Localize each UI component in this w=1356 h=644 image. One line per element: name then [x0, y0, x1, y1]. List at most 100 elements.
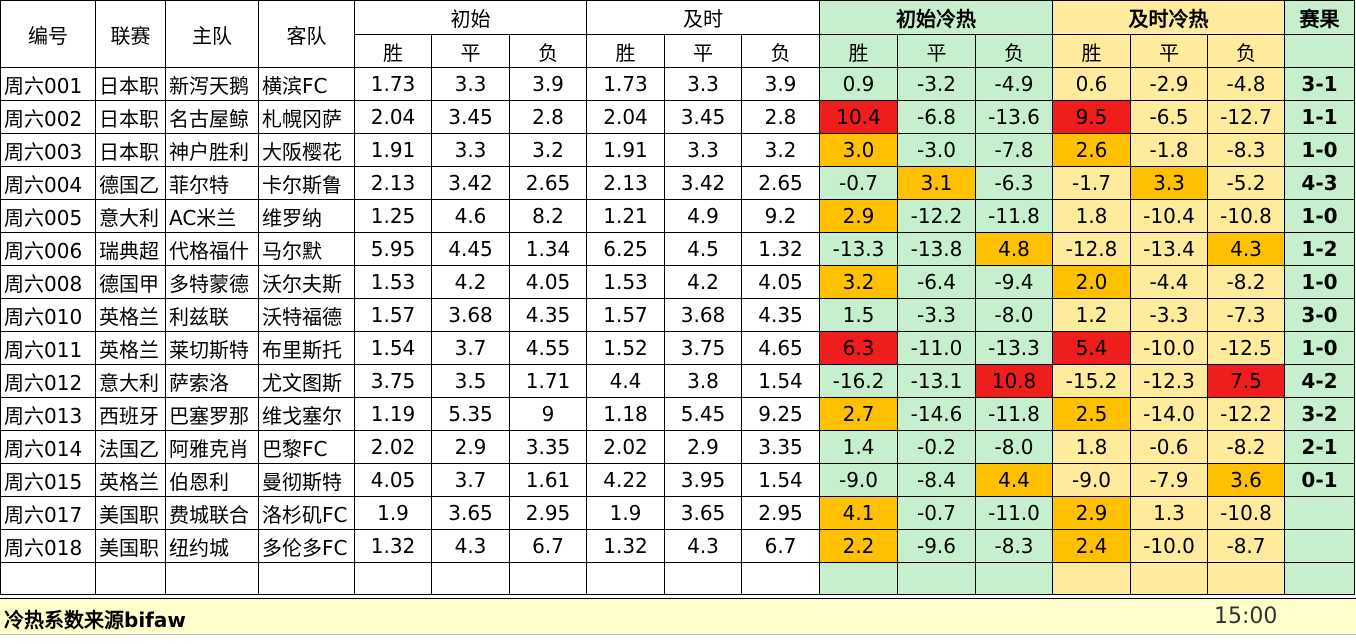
- cell-code[interactable]: 周六018: [0, 529, 96, 563]
- cell-live-odds[interactable]: 9.25: [741, 397, 820, 431]
- cell-initial-odds[interactable]: 3.7: [431, 463, 510, 497]
- empty-cell[interactable]: [165, 562, 259, 595]
- empty-cell[interactable]: [258, 562, 355, 595]
- cell-initial-odds[interactable]: 3.7: [431, 331, 510, 365]
- cell-initial-heat[interactable]: -4.9: [975, 67, 1053, 101]
- cell-initial-heat[interactable]: 3.2: [819, 265, 898, 299]
- cell-live-heat[interactable]: -15.2: [1052, 364, 1131, 398]
- cell-live-odds[interactable]: 4.9: [664, 199, 742, 233]
- cell-initial-heat[interactable]: -3.2: [897, 67, 976, 101]
- cell-live-odds[interactable]: 2.04: [586, 100, 665, 134]
- cell-live-odds[interactable]: 4.3: [664, 529, 742, 563]
- cell-code[interactable]: 周六002: [0, 100, 96, 134]
- cell-live-heat[interactable]: 1.3: [1130, 496, 1208, 530]
- cell-live-odds[interactable]: 3.95: [664, 463, 742, 497]
- cell-initial-odds[interactable]: 3.65: [431, 496, 510, 530]
- cell-home[interactable]: 菲尔特: [165, 166, 259, 200]
- cell-league[interactable]: 英格兰: [95, 331, 166, 365]
- cell-initial-heat[interactable]: -13.8: [897, 232, 976, 266]
- empty-cell[interactable]: [586, 562, 665, 595]
- cell-live-heat[interactable]: -14.0: [1130, 397, 1208, 431]
- cell-home[interactable]: AC米兰: [165, 199, 259, 233]
- cell-code[interactable]: 周六017: [0, 496, 96, 530]
- cell-league[interactable]: 意大利: [95, 199, 166, 233]
- cell-result[interactable]: 3-2: [1284, 397, 1355, 431]
- cell-league[interactable]: 法国乙: [95, 430, 166, 464]
- cell-live-heat[interactable]: -10.4: [1130, 199, 1208, 233]
- cell-initial-heat[interactable]: 3.0: [819, 133, 898, 167]
- cell-live-odds[interactable]: 3.3: [664, 67, 742, 101]
- cell-live-odds[interactable]: 4.65: [741, 331, 820, 365]
- empty-cell[interactable]: [0, 562, 96, 595]
- cell-league[interactable]: 英格兰: [95, 298, 166, 332]
- cell-live-heat[interactable]: -3.3: [1130, 298, 1208, 332]
- cell-initial-heat[interactable]: -8.0: [975, 430, 1053, 464]
- cell-live-odds[interactable]: 5.45: [664, 397, 742, 431]
- cell-initial-heat[interactable]: -3.0: [897, 133, 976, 167]
- cell-league[interactable]: 西班牙: [95, 397, 166, 431]
- cell-result[interactable]: 1-1: [1284, 100, 1355, 134]
- cell-initial-odds[interactable]: 1.91: [354, 133, 432, 167]
- empty-cell[interactable]: [1130, 562, 1208, 595]
- header-initial[interactable]: 初始: [354, 0, 587, 35]
- cell-live-heat[interactable]: -4.4: [1130, 265, 1208, 299]
- cell-live-odds[interactable]: 4.5: [664, 232, 742, 266]
- cell-league[interactable]: 日本职: [95, 100, 166, 134]
- cell-initial-odds[interactable]: 6.7: [509, 529, 587, 563]
- cell-home[interactable]: 费城联合: [165, 496, 259, 530]
- cell-result[interactable]: 0-1: [1284, 463, 1355, 497]
- cell-initial-odds[interactable]: 1.54: [354, 331, 432, 365]
- cell-league[interactable]: 美国职: [95, 496, 166, 530]
- cell-live-odds[interactable]: 4.35: [741, 298, 820, 332]
- cell-live-odds[interactable]: 1.9: [586, 496, 665, 530]
- cell-live-heat[interactable]: 1.8: [1052, 199, 1131, 233]
- cell-live-heat[interactable]: -8.2: [1207, 430, 1285, 464]
- cell-live-heat[interactable]: -1.8: [1130, 133, 1208, 167]
- cell-live-heat[interactable]: 4.3: [1207, 232, 1285, 266]
- cell-home[interactable]: 伯恩利: [165, 463, 259, 497]
- cell-initial-heat[interactable]: 2.9: [819, 199, 898, 233]
- cell-result[interactable]: [1284, 529, 1355, 563]
- cell-initial-heat[interactable]: 1.4: [819, 430, 898, 464]
- cell-away[interactable]: 洛杉矶FC: [258, 496, 355, 530]
- cell-live-odds[interactable]: 4.22: [586, 463, 665, 497]
- cell-initial-heat[interactable]: -8.3: [975, 529, 1053, 563]
- header-iheat-lose[interactable]: 负: [975, 34, 1053, 68]
- cell-live-heat[interactable]: 7.5: [1207, 364, 1285, 398]
- cell-home[interactable]: 多特蒙德: [165, 265, 259, 299]
- cell-league[interactable]: 英格兰: [95, 463, 166, 497]
- cell-code[interactable]: 周六004: [0, 166, 96, 200]
- cell-live-heat[interactable]: -2.9: [1130, 67, 1208, 101]
- cell-league[interactable]: 美国职: [95, 529, 166, 563]
- cell-initial-heat[interactable]: 2.7: [819, 397, 898, 431]
- empty-cell[interactable]: [897, 562, 976, 595]
- cell-code[interactable]: 周六010: [0, 298, 96, 332]
- cell-live-heat[interactable]: 1.2: [1052, 298, 1131, 332]
- cell-league[interactable]: 德国甲: [95, 265, 166, 299]
- header-initial-win[interactable]: 胜: [354, 34, 432, 68]
- cell-away[interactable]: 马尔默: [258, 232, 355, 266]
- cell-live-odds[interactable]: 3.9: [741, 67, 820, 101]
- cell-live-odds[interactable]: 3.42: [664, 166, 742, 200]
- cell-initial-odds[interactable]: 3.2: [509, 133, 587, 167]
- cell-initial-odds[interactable]: 5.95: [354, 232, 432, 266]
- cell-initial-odds[interactable]: 3.68: [431, 298, 510, 332]
- cell-live-odds[interactable]: 2.65: [741, 166, 820, 200]
- header-lheat-win[interactable]: 胜: [1052, 34, 1131, 68]
- header-live-lose[interactable]: 负: [741, 34, 820, 68]
- header-iheat-draw[interactable]: 平: [897, 34, 976, 68]
- empty-cell[interactable]: [1052, 562, 1131, 595]
- empty-cell[interactable]: [354, 562, 432, 595]
- cell-live-heat[interactable]: -13.4: [1130, 232, 1208, 266]
- cell-code[interactable]: 周六001: [0, 67, 96, 101]
- cell-initial-heat[interactable]: -6.8: [897, 100, 976, 134]
- cell-live-odds[interactable]: 3.65: [664, 496, 742, 530]
- cell-league[interactable]: 德国乙: [95, 166, 166, 200]
- cell-live-heat[interactable]: -8.3: [1207, 133, 1285, 167]
- cell-initial-heat[interactable]: -12.2: [897, 199, 976, 233]
- source-note[interactable]: 冷热系数来源bifaw: [4, 608, 186, 632]
- cell-live-odds[interactable]: 3.68: [664, 298, 742, 332]
- cell-initial-odds[interactable]: 3.9: [509, 67, 587, 101]
- cell-live-heat[interactable]: -10.8: [1207, 199, 1285, 233]
- cell-live-odds[interactable]: 4.05: [741, 265, 820, 299]
